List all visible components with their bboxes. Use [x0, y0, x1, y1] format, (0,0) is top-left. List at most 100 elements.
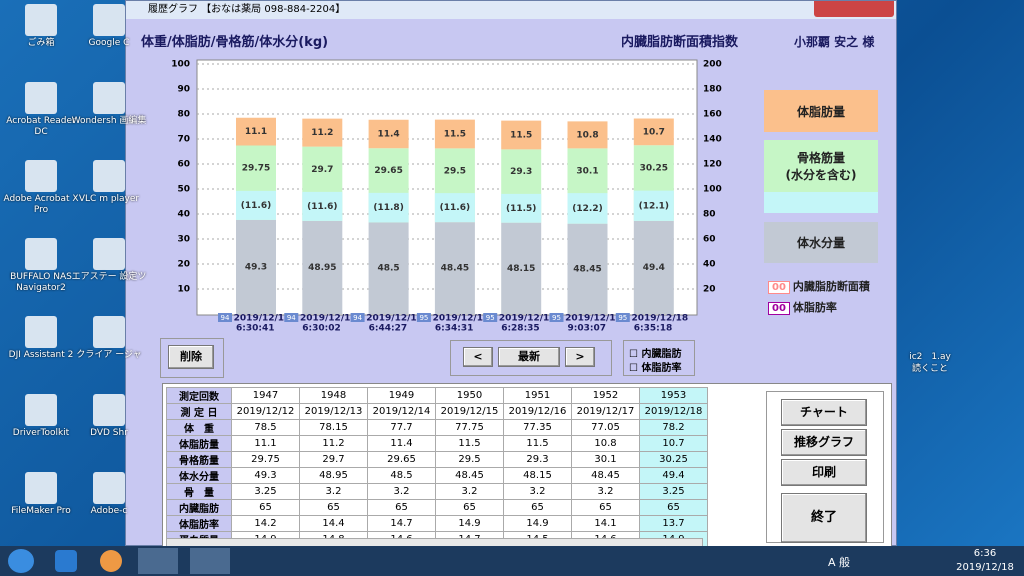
table-row: 測 定 日 2019/12/12 2019/12/13 2019/12/14 2019/… [166, 403, 708, 420]
icon-label: VLC m player [78, 194, 140, 204]
bar-fat [368, 119, 409, 149]
y2-tick-label: 180 [703, 85, 722, 95]
desktop-icon[interactable]: Acrobat Reader DC [2, 82, 80, 138]
desktop-icon[interactable]: FileMaker Pro [2, 472, 80, 517]
table-cell: 77.35 [503, 419, 572, 436]
table-cell: 2019/12/17 [571, 403, 640, 420]
y-tick-label: 100 [171, 60, 190, 70]
category-tag: 95 [552, 314, 561, 322]
x-tick-time: 6:30:02 [302, 324, 341, 334]
table-cell: 65 [367, 499, 436, 516]
desktop-icon[interactable]: DVD Shr [70, 394, 148, 439]
table-cell: 1951 [503, 387, 572, 404]
desktop-icon[interactable]: エアステー 設定ツ [70, 238, 148, 283]
desktop-icon[interactable]: Adobe Acrobat X Pro [2, 160, 80, 216]
table-row: 測定回数 1947 1948 1949 1950 1951 1952 1953 [166, 387, 708, 404]
checkbox[interactable]: ☐ 体脂肪率 [629, 363, 682, 374]
icon-image [25, 82, 57, 114]
bar-rest [567, 223, 608, 314]
x-tick-time: 6:30:41 [236, 324, 275, 334]
table-cell: 14.9 [503, 515, 572, 532]
y-tick-label: 10 [177, 285, 190, 295]
legend-label: 内臓脂肪断面積 [792, 280, 870, 293]
desktop-icon[interactable]: DJI Assistant 2 [2, 316, 80, 361]
desktop-icon[interactable]: DriverToolkit [2, 394, 80, 439]
icon-image [93, 472, 125, 504]
table-cell: 3.2 [571, 483, 640, 500]
y-tick-label: 20 [177, 260, 190, 270]
y2-tick-label: 120 [703, 160, 722, 170]
x-tick-time: 6:28:35 [501, 324, 540, 334]
table-cell: 14.7 [367, 515, 436, 532]
y-tick-label: 70 [177, 135, 190, 145]
legend-entry: 体水分量 [764, 222, 878, 263]
table-cell: 14.1 [571, 515, 640, 532]
latest-button[interactable]: 最新 [498, 347, 560, 367]
trend-button[interactable]: 推移グラフ [781, 429, 867, 456]
app-icon[interactable] [190, 548, 230, 574]
icon-label: クライア ージャ [76, 350, 142, 360]
icon-label: DJI Assistant 2 [8, 350, 74, 360]
table-cell: 49.3 [231, 467, 300, 484]
checkbox-label: 体脂肪率 [641, 363, 682, 374]
x-tick-label: 2019/12/16 [499, 314, 556, 324]
heading-left: 体重/体脂肪/骨格筋/体水分(kg) [141, 35, 329, 50]
legend-entry: 00 体脂肪率 [768, 299, 837, 315]
legend-swatch [764, 192, 878, 213]
table-cell: 77.75 [435, 419, 504, 436]
history-table: 測定回数 1947 1948 1949 1950 1951 1952 1953 測 定 日 201… [166, 387, 708, 548]
data-label: 29.75 [242, 164, 270, 174]
start-button[interactable] [8, 549, 34, 573]
exit-button[interactable]: 終了 [781, 493, 867, 543]
app-icon[interactable] [138, 548, 178, 574]
bar-muscle-inner [302, 191, 343, 221]
table-cell: 2019/12/16 [503, 403, 572, 420]
row-label: 体脂肪率 [166, 515, 232, 532]
bar-fat [236, 117, 276, 146]
y-tick-label: 50 [177, 185, 190, 195]
desktop-icon[interactable]: Google C [70, 4, 148, 49]
table-cell: 49.4 [639, 467, 708, 484]
desktop-icon-label: ic2 1.ay [909, 352, 951, 362]
table-cell: 14.4 [299, 515, 368, 532]
table-cell: 1949 [367, 387, 436, 404]
ie-icon[interactable] [55, 550, 77, 572]
table-row: 内臓脂肪 65 65 65 65 65 65 65 [166, 499, 708, 516]
bar-rest [368, 222, 409, 314]
x-tick-label: 2019/12/14 [366, 314, 423, 324]
table-row: 骨 量 3.25 3.2 3.2 3.2 3.2 3.2 3.25 [166, 483, 708, 500]
desktop-icon[interactable]: BUFFALO NAS Navigator2 [2, 238, 80, 294]
desktop-icon[interactable]: ごみ箱 [2, 4, 80, 49]
table-cell: 48.45 [571, 467, 640, 484]
y2-tick-label: 100 [703, 185, 722, 195]
chart-button[interactable]: チャート [781, 399, 867, 426]
table-cell: 29.75 [231, 451, 300, 468]
icon-label: Adobe-c [90, 506, 128, 516]
checkbox[interactable]: ☐ 内臓脂肪 [629, 349, 682, 360]
tag-box [615, 313, 630, 322]
chrome-icon[interactable] [100, 550, 122, 572]
desktop-icon[interactable]: Adobe-c [70, 472, 148, 517]
delete-button[interactable]: 削除 [168, 345, 214, 369]
row-label: 測 定 日 [166, 403, 232, 420]
table-cell: 14.9 [435, 515, 504, 532]
tag-box [549, 313, 564, 322]
row-label: 体脂肪量 [166, 435, 232, 452]
table-cell: 77.7 [367, 419, 436, 436]
icon-label: FileMaker Pro [11, 506, 71, 516]
clock-time: 6:36 [973, 548, 997, 559]
desktop-icon[interactable]: クライア ージャ [70, 316, 148, 361]
table-cell: 13.7 [639, 515, 708, 532]
window-controls[interactable] [814, 1, 894, 17]
next-button[interactable]: > [565, 347, 595, 367]
y-tick-label: 30 [177, 235, 190, 245]
desktop-icon[interactable]: VLC m player [70, 160, 148, 205]
y2-tick-label: 160 [703, 110, 722, 120]
bar-muscle-inner [501, 193, 542, 223]
bar-rest [633, 220, 674, 314]
y2-tick-label: 140 [703, 135, 722, 145]
prev-button[interactable]: < [463, 347, 493, 367]
ime[interactable]: A 般 [828, 556, 851, 569]
desktop-icon[interactable]: Wondersh 画編集 [70, 82, 148, 127]
print-button[interactable]: 印刷 [781, 459, 867, 486]
